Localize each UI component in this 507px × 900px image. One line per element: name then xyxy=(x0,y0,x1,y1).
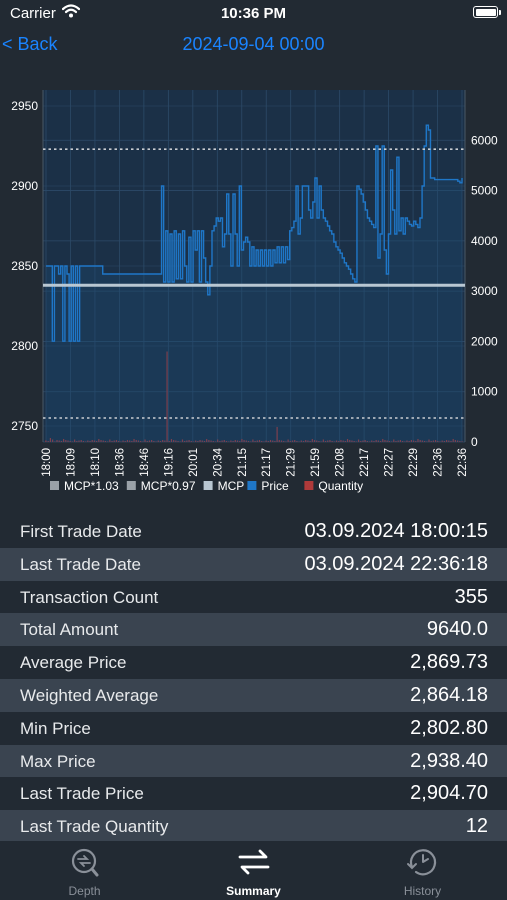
legend-swatch xyxy=(247,481,257,490)
summary-row-min-price: Min Price 2,802.80 xyxy=(0,712,507,745)
row-label: Max Price xyxy=(20,751,96,771)
row-value: 2,904.70 xyxy=(410,782,488,805)
x-axis-tick-label: 21:59 xyxy=(310,448,322,477)
row-value: 2,938.40 xyxy=(410,749,488,772)
tab-history[interactable]: History xyxy=(338,841,507,900)
clock: 10:36 PM xyxy=(220,5,287,22)
row-label: Last Trade Date xyxy=(20,554,141,574)
x-axis-tick-label: 18:36 xyxy=(114,448,126,477)
depth-icon xyxy=(67,847,103,877)
x-axis-tick-label: 22:36 xyxy=(433,448,445,477)
row-value: 2,869.73 xyxy=(410,651,488,674)
carrier-label: Carrier xyxy=(10,5,56,22)
back-button[interactable]: < Back xyxy=(2,34,58,54)
x-axis-tick-label: 22:36 xyxy=(457,448,469,477)
row-label: Weighted Average xyxy=(20,685,159,705)
summary-row-last-trade-quantity: Last Trade Quantity 12 xyxy=(0,810,507,843)
legend-label: Price xyxy=(261,479,289,493)
x-axis-tick-label: 18:00 xyxy=(41,448,53,477)
summary-row-max-price: Max Price 2,938.40 xyxy=(0,744,507,778)
right-axis-tick-label: 6000 xyxy=(471,133,498,147)
summary-row-last-trade-date: Last Trade Date 03.09.2024 22:36:18 xyxy=(0,547,507,581)
legend-swatch xyxy=(304,481,314,490)
tab-label: Summary xyxy=(226,884,281,898)
history-icon xyxy=(405,847,441,877)
x-axis-tick-label: 21:17 xyxy=(261,448,273,477)
summary-row-total-amount: Total Amount 9640.0 xyxy=(0,613,507,647)
row-label: Last Trade Price xyxy=(20,784,144,804)
left-axis-tick-label: 2950 xyxy=(11,99,38,113)
x-axis-tick-label: 21:15 xyxy=(237,448,249,477)
x-axis-tick-label: 20:34 xyxy=(212,447,224,476)
legend-swatch xyxy=(203,481,213,490)
price-chart: 2750 2800 2850 2900 2950 0 1000 2000 3000 4000 500… xyxy=(0,80,507,500)
page-title: 2024-09-04 00:00 xyxy=(182,34,325,54)
row-value: 03.09.2024 18:00:15 xyxy=(304,520,488,542)
row-label: First Trade Date xyxy=(20,522,142,541)
right-axis-tick-label: 2000 xyxy=(471,334,498,348)
navigation-bar: < Back 2024-09-04 00:00 xyxy=(0,30,507,60)
summary-row-last-trade-price: Last Trade Price 2,904.70 xyxy=(0,777,507,810)
left-axis-tick-label: 2800 xyxy=(11,339,38,353)
summary-row-weighted-average: Weighted Average 2,864.18 xyxy=(0,678,507,712)
x-axis-tick-label: 22:17 xyxy=(359,448,371,477)
price-line xyxy=(46,124,463,342)
x-axis-tick-label: 18:09 xyxy=(65,448,77,477)
row-value: 12 xyxy=(465,815,488,838)
x-axis-tick-label: 22:29 xyxy=(408,448,420,477)
summary-icon xyxy=(236,847,272,877)
row-value: 2,802.80 xyxy=(410,716,488,739)
summary-row-first-trade-date: First Trade Date 03.09.2024 18:00:15 xyxy=(0,515,507,548)
status-bar: Carrier 10:36 PM xyxy=(0,0,507,30)
right-axis-tick-label: 0 xyxy=(471,435,478,449)
legend-swatch xyxy=(126,481,136,490)
tab-label: History xyxy=(403,884,442,898)
tab-label: Depth xyxy=(68,884,101,898)
row-label: Last Trade Quantity xyxy=(20,817,169,837)
tab-depth[interactable]: Depth xyxy=(0,841,169,900)
summary-row-transaction-count: Transaction Count 355 xyxy=(0,581,507,614)
left-axis-tick-label: 2850 xyxy=(11,259,38,273)
tab-summary[interactable]: Summary xyxy=(169,841,338,900)
summary-row-average-price: Average Price 2,869.73 xyxy=(0,646,507,679)
legend-swatch xyxy=(50,481,59,490)
right-axis-tick-label: 5000 xyxy=(471,184,498,198)
summary-table: First Trade Date 03.09.2024 18:00:15 Las… xyxy=(0,515,507,843)
row-label: Min Price xyxy=(20,718,91,738)
right-axis-tick-label: 1000 xyxy=(471,385,498,399)
x-axis-tick-label: 19:16 xyxy=(163,448,175,477)
x-axis-tick-label: 22:08 xyxy=(335,448,347,477)
row-label: Total Amount xyxy=(20,620,119,640)
battery-icon xyxy=(473,6,501,18)
tab-bar: Depth Summary History xyxy=(0,841,507,900)
row-value: 355 xyxy=(454,585,488,608)
x-axis-tick-label: 21:29 xyxy=(286,448,298,477)
x-axis-tick-label: 18:46 xyxy=(139,448,151,477)
legend-label: MCP xyxy=(218,479,245,493)
x-axis-tick-label: 20:01 xyxy=(188,448,200,477)
row-value: 03.09.2024 22:36:18 xyxy=(304,552,488,575)
row-label: Transaction Count xyxy=(20,587,159,607)
legend-label: Quantity xyxy=(318,479,363,493)
wifi-icon xyxy=(61,4,81,23)
legend-label: MCP*1.03 xyxy=(64,479,119,493)
left-axis-tick-label: 2900 xyxy=(11,179,38,193)
price-area xyxy=(46,125,462,442)
left-axis-tick-label: 2750 xyxy=(11,419,38,433)
legend-label: MCP*0.97 xyxy=(141,479,196,493)
right-axis-tick-label: 4000 xyxy=(471,234,498,248)
row-label: Average Price xyxy=(20,653,127,673)
x-axis-tick-label: 18:10 xyxy=(90,448,102,477)
x-axis-tick-label: 22:27 xyxy=(384,448,396,477)
row-value: 2,864.18 xyxy=(410,683,488,706)
right-axis-tick-label: 3000 xyxy=(471,284,498,298)
row-value: 9640.0 xyxy=(426,618,488,641)
price-chart-svg: 2750 2800 2850 2900 2950 0 1000 2000 3000 4000 500… xyxy=(11,90,498,493)
